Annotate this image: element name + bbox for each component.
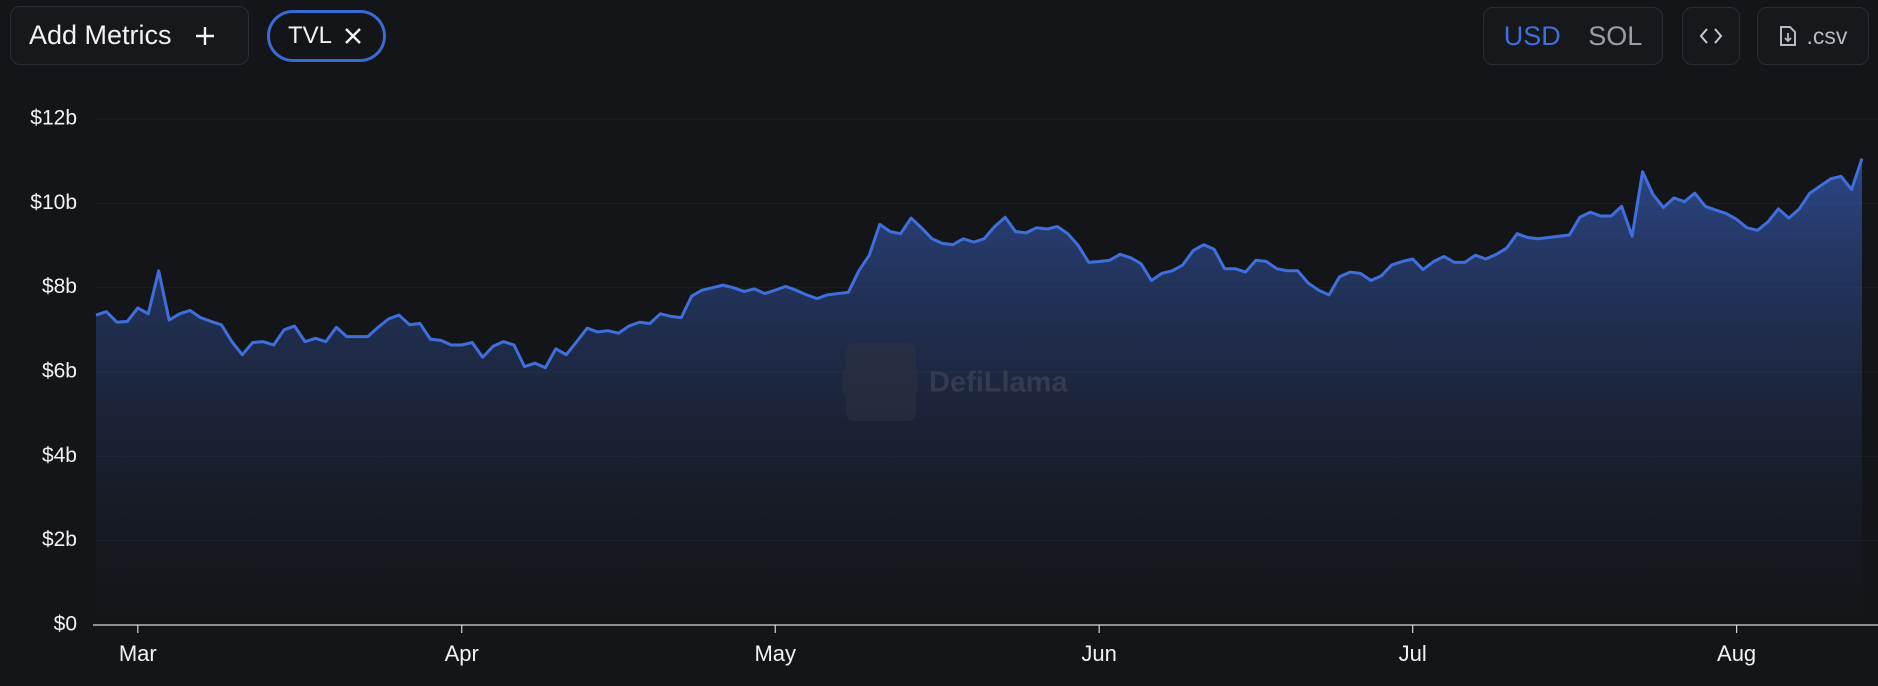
x-tick-label: May [754,641,796,666]
x-tick-label: Jun [1081,641,1116,666]
csv-button[interactable]: .csv [1757,7,1869,65]
plus-icon [195,26,214,45]
currency-toggle: USD SOL [1483,7,1663,65]
x-tick-label: Jul [1399,641,1427,666]
y-tick-label: $8b [42,275,77,298]
x-tick-label: Apr [445,641,479,666]
add-metrics-label: Add Metrics [29,20,172,50]
y-tick-label: $2b [42,528,77,551]
y-tick-label: $4b [42,444,77,467]
currency-option[interactable]: USD [1503,20,1561,51]
line [95,158,1864,370]
plot [95,158,1864,625]
code-icon [1699,28,1723,44]
axes: $0 $2b $4b $6b $8b $10b $12b Mar Apr May Jun Jul Aug [30,107,1878,666]
watermark: DefiLlama [842,343,1068,421]
watermark-logo [842,344,918,420]
metric-label: TVL [288,22,333,49]
watermark-text: DefiLlama [929,367,1068,399]
embed-button[interactable] [1682,7,1740,65]
add-metrics-button[interactable]: Add Metrics [10,6,249,65]
x-tick-label: Aug [1717,641,1756,666]
file-icon [1779,26,1796,46]
metric-chip[interactable]: TVL [267,10,386,62]
currency-option[interactable]: SOL [1588,20,1643,51]
x-tick-label: Mar [119,641,157,666]
csv-label: .csv [1806,22,1848,49]
y-tick-label: $6b [42,360,77,383]
y-tick-label: $10b [30,191,77,214]
close-icon[interactable] [344,27,362,45]
y-tick-label: $12b [30,107,77,130]
y-tick-label: $0 [54,613,77,636]
area [96,158,1862,625]
